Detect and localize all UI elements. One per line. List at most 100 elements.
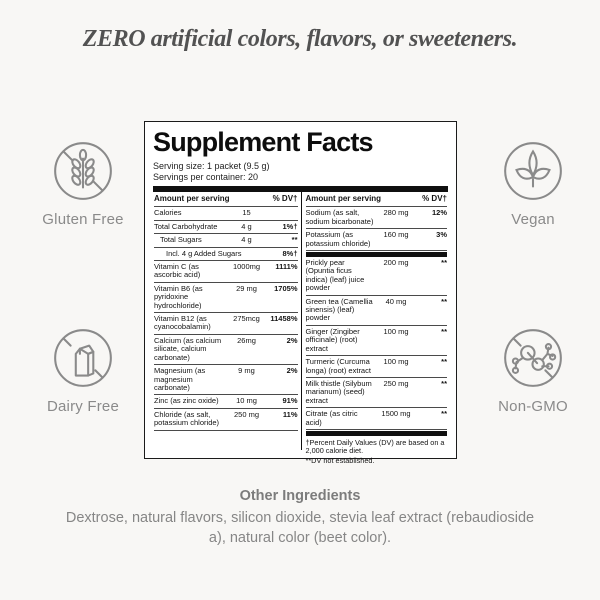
nutrient-dv: 91% — [282, 396, 298, 406]
panel-title: Supplement Facts — [153, 127, 374, 157]
other-ingredients-text: Dextrose, natural flavors, silicon dioxi… — [65, 510, 535, 546]
nutrient-name: Vitamin B12 (as cyanocobalamin) — [154, 314, 211, 332]
facts-table: Amount per serving % DV† Calories 15 Total… — [153, 192, 449, 465]
nutrient-dv: 2% — [286, 366, 298, 376]
nutrient-dv: 11458% — [270, 314, 298, 324]
section-divider-bar — [305, 430, 447, 436]
nutrient-amount: 4 g — [241, 221, 252, 231]
nutrient-dv: ** — [441, 296, 447, 306]
serving-size: Serving size: 1 packet (9.5 g) — [153, 161, 270, 171]
supplement-facts-panel: Supplement Facts Serving size: 1 packet … — [144, 121, 457, 465]
column-header-amount: Amount per serving — [154, 194, 230, 203]
table-row: Turmeric (Curcuma longa) (root) extract 1… — [305, 356, 447, 378]
badge-label-dairy-free: Dairy Free — [46, 398, 119, 415]
table-row: Sodium (as salt, sodium bicarbonate) 280 … — [305, 207, 447, 230]
nutrient-name: Incl. 4 g Added Sugars — [166, 248, 242, 258]
nutrient-amount: 4 g — [241, 235, 252, 245]
nutrient-amount: 275mcg — [233, 314, 260, 324]
nutrient-name: Zinc (as zinc oxide) — [154, 396, 219, 406]
table-row: Green tea (Camellia sinensis) (leaf) pow… — [305, 296, 447, 326]
nutrient-amount: 40 mg — [385, 296, 407, 306]
footnote-daily-values: †Percent Daily Values (DV) are based on … — [305, 437, 445, 456]
nutrient-amount: 100 mg — [383, 357, 409, 367]
table-row: Total Sugars 4 g ** — [154, 234, 298, 248]
nutrient-dv: ** — [441, 326, 447, 336]
nutrient-dv: 1705% — [274, 283, 298, 293]
nutrient-amount: 26mg — [237, 335, 256, 345]
facts-column-left: Amount per serving % DV† Calories 15 Total… — [153, 192, 301, 450]
nutrient-name: Total Sugars — [160, 235, 202, 245]
servings-per-container: Servings per container: 20 — [153, 172, 259, 182]
right-rows: Sodium (as salt, sodium bicarbonate) 280 … — [305, 207, 447, 436]
section-divider-bar — [305, 252, 447, 258]
nutrient-amount: 15 — [242, 208, 251, 218]
badge-vegan: Vegan — [478, 138, 588, 228]
column-header: Amount per serving % DV† — [305, 192, 447, 208]
table-row: Incl. 4 g Added Sugars 8%† — [154, 248, 298, 262]
nutrient-dv: 1111% — [275, 262, 298, 272]
leaves-icon — [478, 138, 588, 204]
nutrient-amount: 280 mg — [383, 208, 409, 218]
column-header: Amount per serving % DV† — [154, 192, 298, 208]
nutrient-amount: 250 mg — [383, 378, 409, 388]
nutrient-amount: 9 mg — [238, 366, 255, 376]
nutrient-name: Potassium (as potassium chloride) — [305, 230, 371, 248]
nutrient-dv: 12% — [431, 208, 447, 218]
nutrient-name: Calories — [154, 208, 182, 218]
facts-column-right: Amount per serving % DV† Sodium (as salt… — [300, 192, 449, 465]
nutrient-name: Green tea (Camellia sinensis) (leaf) pow… — [305, 296, 373, 323]
table-row: Vitamin C (as ascorbic acid) 1000mg 1111% — [154, 261, 298, 283]
nutrient-name: Vitamin C (as ascorbic acid) — [154, 262, 201, 280]
nutrient-amount: 200 mg — [383, 258, 409, 268]
nutrient-name: Vitamin B6 (as pyridoxine hydrochloride) — [154, 283, 203, 310]
table-row: Milk thistle (Silybum marianum) (seed) e… — [305, 378, 447, 409]
wheat-slash-icon — [28, 138, 138, 204]
nutrient-dv: 2% — [286, 335, 298, 345]
badge-gluten-free: Gluten Free — [28, 138, 138, 228]
table-row: Ginger (Zingiber officinale) (root) extr… — [305, 326, 447, 357]
nutrient-dv: 1%† — [282, 221, 298, 231]
nutrient-dv: 11% — [282, 409, 298, 419]
nutrient-amount: 100 mg — [383, 326, 409, 336]
nutrient-name: Chloride (as salt, potassium chloride) — [154, 409, 220, 428]
badge-dairy-free: Dairy Free — [28, 325, 138, 415]
table-row: Chloride (as salt, potassium chloride) 25… — [154, 409, 298, 431]
nutrient-amount: 29 mg — [236, 283, 257, 293]
nutrient-amount: 1000mg — [232, 262, 261, 272]
table-row: Vitamin B12 (as cyanocobalamin) 275mcg 114… — [154, 313, 298, 335]
nutrient-name: Magnesium (as magnesium carbonate) — [154, 366, 206, 392]
nutrient-name: Total Carbohydrate — [154, 221, 218, 231]
nutrient-name: Citrate (as citric acid) — [305, 409, 358, 427]
column-header-dv: % DV† — [272, 194, 298, 203]
table-row: Prickly pear (Opuntia ficus indica) (lea… — [305, 257, 447, 296]
table-row: Zinc (as zinc oxide) 10 mg 91% — [154, 395, 298, 409]
badge-label-vegan: Vegan — [511, 211, 555, 228]
footnote-dv-not-established: **DV not established. — [305, 456, 375, 466]
badge-label-gluten-free: Gluten Free — [42, 211, 124, 228]
nutrient-dv: ** — [441, 378, 447, 388]
table-row: Calories 15 — [154, 207, 298, 221]
table-row: Vitamin B6 (as pyridoxine hydrochloride)… — [154, 283, 298, 314]
table-row: Citrate (as citric acid) 1500 mg ** — [305, 408, 447, 430]
table-row: Magnesium (as magnesium carbonate) 9 mg 2% — [154, 365, 298, 396]
nutrient-name: Prickly pear (Opuntia ficus indica) (lea… — [305, 258, 365, 293]
other-ingredients-title: Other Ingredients — [239, 488, 361, 504]
nutrient-name: Calcium (as calcium silicate, calcium ca… — [154, 335, 222, 362]
other-ingredients-section: Other Ingredients Dextrose, natural flav… — [65, 488, 535, 548]
table-row: Calcium (as calcium silicate, calcium ca… — [154, 335, 298, 366]
column-header-amount: Amount per serving — [305, 194, 382, 203]
footnotes: †Percent Daily Values (DV) are based on … — [306, 436, 448, 466]
nutrient-name: Sodium (as salt, sodium bicarbonate) — [305, 208, 374, 226]
nutrient-amount: 10 mg — [236, 396, 257, 406]
table-row: Total Carbohydrate 4 g 1%† — [154, 221, 298, 235]
nutrient-name: Milk thistle (Silybum marianum) (seed) e… — [305, 378, 372, 405]
table-row: Potassium (as potassium chloride) 160 mg 3… — [305, 229, 447, 252]
nutrient-dv: ** — [441, 258, 447, 268]
column-header-dv: % DV† — [422, 194, 447, 203]
nutrient-dv: 3% — [436, 230, 447, 240]
nutrient-amount: 250 mg — [233, 409, 260, 419]
left-rows: Calories 15 Total Carbohydrate 4 g 1%† Total … — [154, 207, 298, 431]
milk-carton-slash-icon — [28, 325, 138, 391]
badge-label-non-gmo: Non-GMO — [498, 398, 568, 415]
